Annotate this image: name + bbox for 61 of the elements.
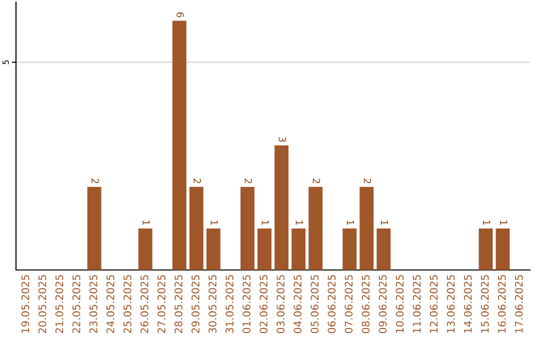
x-tick-label: 10.06.2025 — [396, 275, 404, 333]
x-tick-label: 24.05.2025 — [106, 275, 114, 334]
x-tick-label: 13.06.2025 — [446, 275, 455, 333]
bar — [478, 228, 493, 270]
x-tick-label: 19.05.2025 — [21, 275, 30, 333]
x-tick-label: 31.05.2025 — [226, 275, 234, 334]
bar — [342, 228, 357, 270]
data-label: 1 — [483, 220, 490, 225]
bar — [292, 228, 306, 270]
data-label: 1 — [296, 220, 303, 225]
x-tick-label: 15.06.2025 — [480, 275, 489, 333]
x-tick-label: 04.06.2025 — [294, 275, 302, 334]
x-tick-label: 20.05.2025 — [38, 275, 46, 334]
x-tick-label: 05.06.2025 — [310, 275, 319, 334]
x-tick-label: 14.06.2025 — [464, 275, 472, 333]
x-tick-label: 23.05.2025 — [89, 275, 98, 334]
data-label: 1 — [380, 220, 388, 225]
x-tick-label: 27.05.2025 — [158, 275, 166, 334]
data-label: 2 — [92, 178, 99, 184]
x-tick-label: 06.06.2025 — [328, 275, 336, 334]
x-tick-label: 25.05.2025 — [123, 275, 132, 334]
x-tick-label: 01.06.2025 — [242, 275, 250, 334]
bar — [240, 186, 254, 270]
x-tick-label: 21.05.2025 — [55, 275, 64, 334]
data-label: 2 — [312, 178, 320, 184]
y-tick-label: 5 — [2, 60, 9, 64]
bar — [376, 228, 391, 270]
data-label: 2 — [364, 178, 372, 184]
bar — [172, 20, 186, 270]
data-label: 1 — [210, 220, 218, 225]
x-tick-label: 08.06.2025 — [362, 275, 370, 334]
data-label: 1 — [142, 220, 150, 225]
x-tick-label: 28.05.2025 — [174, 275, 182, 334]
data-label: 6 — [176, 12, 184, 18]
bar — [138, 228, 152, 270]
data-label: 1 — [500, 220, 508, 225]
bar — [258, 228, 272, 270]
x-tick-label: 17.06.2025 — [514, 275, 523, 333]
x-tick-label: 26.05.2025 — [140, 275, 148, 334]
bar — [274, 145, 288, 270]
bar — [206, 228, 220, 270]
bar — [189, 186, 204, 270]
x-tick-label: 12.06.2025 — [430, 275, 438, 333]
x-tick-label: 22.05.2025 — [72, 275, 80, 334]
x-tick-label: 30.05.2025 — [208, 275, 216, 334]
x-tick-label: 29.05.2025 — [192, 275, 200, 334]
x-tick-label: 02.06.2025 — [260, 275, 268, 334]
bar — [87, 186, 102, 270]
x-tick-label: 11.06.2025 — [412, 275, 421, 333]
data-label: 2 — [244, 178, 252, 184]
data-label: 2 — [194, 178, 201, 184]
bar — [360, 186, 374, 270]
x-tick-label: 07.06.2025 — [344, 275, 353, 334]
data-label: 1 — [346, 220, 354, 225]
bar — [496, 228, 510, 270]
x-tick-label: 16.06.2025 — [498, 275, 506, 333]
data-label: 3 — [278, 137, 286, 142]
x-tick-label: 09.06.2025 — [378, 275, 387, 334]
bar — [308, 186, 323, 270]
data-label: 1 — [262, 220, 269, 225]
x-tick-label: 03.06.2025 — [276, 275, 285, 334]
